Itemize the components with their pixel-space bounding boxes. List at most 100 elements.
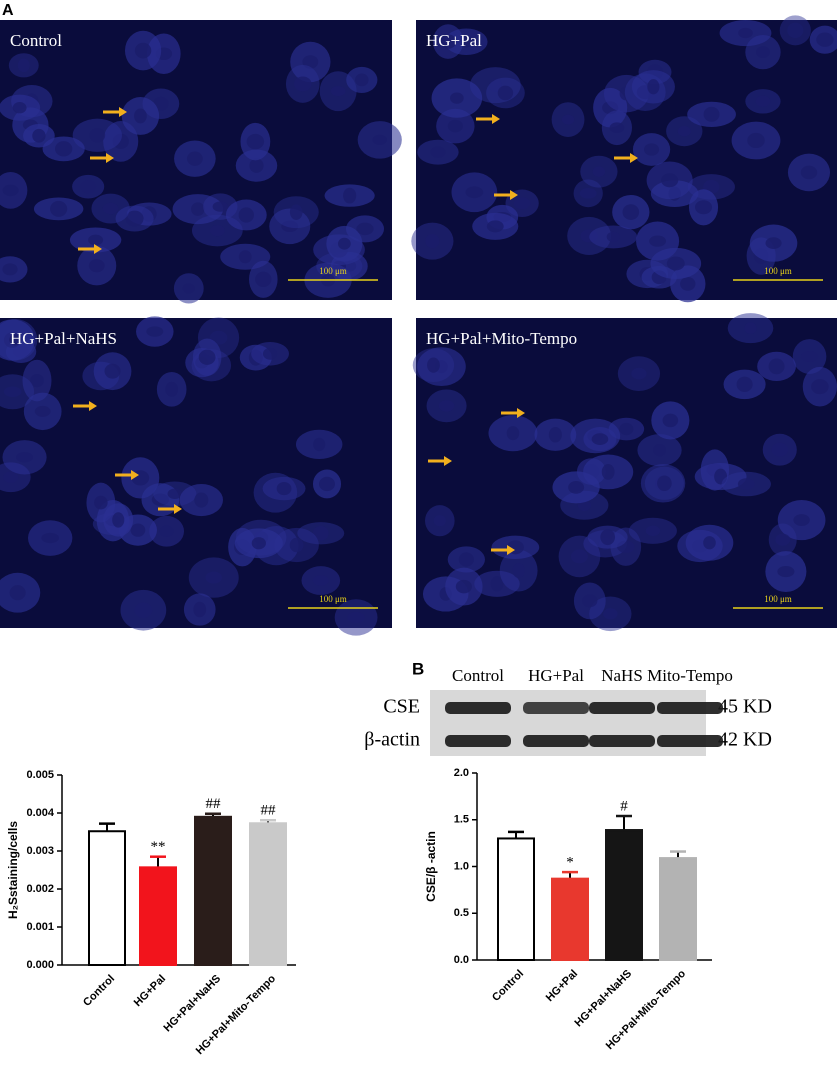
nucleus: [450, 92, 464, 104]
nucleus: [666, 256, 685, 271]
nucleus: [816, 32, 834, 47]
nucleus: [800, 351, 819, 363]
nucleus: [146, 326, 164, 337]
y-tick-label: 0.004: [26, 807, 54, 819]
y-axis-label: CSE/β -actin: [424, 831, 438, 902]
nucleus: [609, 122, 625, 134]
nucleus: [330, 86, 346, 97]
nucleus: [102, 202, 119, 215]
blot-band: [657, 735, 723, 747]
nucleus: [427, 357, 440, 373]
nucleus: [281, 220, 299, 233]
nucleus: [512, 563, 525, 579]
blot-column-label: Control: [452, 666, 504, 685]
micrograph: HG+Pal+NaHS 100 μm: [0, 316, 392, 636]
y-tick-label: 0.5: [454, 907, 469, 919]
micrograph: HG+Pal+Mito-Tempo 100 μm: [412, 313, 837, 632]
bar: [497, 837, 535, 962]
x-tick-label: Control: [490, 968, 526, 1004]
nucleus: [606, 231, 620, 242]
nucleus: [506, 426, 520, 441]
panel-label: A: [2, 2, 14, 19]
bar: [605, 829, 643, 961]
nucleus: [212, 201, 228, 212]
nucleus: [246, 133, 265, 150]
arrow-head: [174, 504, 182, 514]
nucleus: [130, 523, 146, 537]
arrow-head: [510, 190, 518, 200]
nucleus: [489, 78, 502, 93]
bar: [551, 877, 589, 962]
blot-band: [657, 702, 723, 714]
nucleus: [338, 237, 351, 250]
blot-size-label: 42 KD: [718, 729, 772, 751]
nucleus: [159, 525, 174, 537]
nucleus: [619, 422, 634, 436]
nucleus: [647, 79, 660, 95]
nucleus: [372, 134, 388, 146]
arrow-head: [119, 107, 127, 117]
nucleus: [787, 22, 804, 39]
y-tick-label: 0.002: [26, 883, 54, 895]
nucleus: [800, 165, 818, 180]
nucleus: [89, 128, 106, 143]
bar: [249, 822, 287, 967]
nucleus: [736, 376, 753, 393]
nucleus: [32, 128, 46, 143]
blot-column-label: NaHS: [601, 666, 643, 685]
bar: [88, 830, 126, 966]
nucleus: [3, 471, 19, 483]
nucleus: [548, 427, 562, 443]
bar: [659, 857, 697, 962]
scale-label: 100 μm: [319, 594, 347, 604]
nucleus: [425, 233, 440, 249]
nucleus: [134, 602, 153, 618]
nucleus: [41, 532, 60, 544]
x-tick-label: HG+Pal: [544, 968, 580, 1004]
blot-row-label: β-actin: [364, 729, 420, 751]
nucleus: [703, 106, 720, 122]
nucleus: [793, 514, 810, 527]
nucleus: [151, 493, 169, 506]
nucleus: [165, 381, 179, 397]
nucleus: [622, 204, 640, 220]
nucleus: [430, 146, 446, 158]
nucleus: [561, 114, 575, 125]
nucleus: [153, 96, 169, 111]
nucleus: [738, 27, 753, 39]
nucleus: [747, 132, 765, 149]
nucleus: [811, 379, 829, 395]
micrograph: Control 100 μm: [0, 20, 402, 304]
blot-size-label: 45 KD: [718, 696, 772, 718]
nucleus: [465, 186, 484, 199]
nucleus: [9, 334, 22, 346]
y-tick-label: 0.005: [26, 769, 54, 781]
nucleus: [703, 536, 716, 550]
nucleus: [55, 141, 73, 157]
nucleus: [355, 73, 369, 87]
significance-label: ##: [206, 796, 222, 812]
blot-band: [445, 735, 511, 747]
arrow-head: [492, 114, 500, 124]
nucleus: [356, 222, 374, 236]
bar: [194, 815, 232, 966]
nucleus: [768, 358, 785, 375]
image-label: HG+Pal+Mito-Tempo: [426, 329, 577, 348]
nucleus: [289, 204, 303, 220]
blot-column-label: HG+Pal: [528, 666, 584, 685]
nucleus: [649, 235, 667, 247]
nucleus: [582, 594, 598, 608]
image-label: HG+Pal: [426, 31, 482, 50]
nucleus: [134, 42, 152, 59]
image-label: HG+Pal+NaHS: [10, 329, 117, 348]
nucleus: [276, 481, 292, 496]
nucleus: [313, 437, 326, 452]
nucleus: [238, 207, 254, 223]
nucleus: [194, 492, 209, 508]
nucleus: [600, 529, 616, 546]
blot-band: [589, 702, 655, 714]
nucleus: [186, 151, 203, 166]
nucleus: [294, 76, 312, 92]
nucleus: [657, 475, 672, 491]
